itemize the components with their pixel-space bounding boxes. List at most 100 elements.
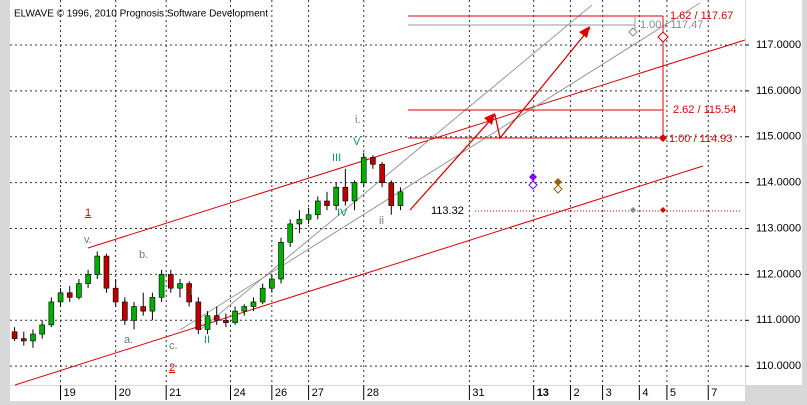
candle-body [305,214,312,220]
candle-body [259,287,266,303]
annotation: IV [337,207,348,219]
candle-body [131,306,137,321]
candle-body [296,219,303,225]
x-tick-label: 4 [642,387,648,399]
diamond [659,134,667,142]
candle-body [287,223,294,243]
x-tick-label: 2 [573,387,579,399]
candle-body [388,182,395,206]
annotation: b. [139,249,148,261]
candle-body [158,274,165,298]
x-tick-label: 7 [711,387,717,399]
x-tick-label: 3 [606,387,612,399]
candle-body [103,255,110,289]
candle-body [30,333,36,342]
annotation: ii [379,215,384,227]
annotation: v. [84,234,92,246]
x-tick-label: 21 [169,387,181,399]
candle-body [76,283,82,298]
channel-line [87,39,746,249]
diamond [528,180,538,190]
diamond [628,27,638,37]
candle-body [57,292,64,303]
x-axis-panel [10,386,745,401]
annotation: 1.00 / 117.47 [640,19,703,31]
candle-body [94,255,101,275]
candle-body [379,163,385,183]
annotation: 2.62 / 115.54 [673,104,736,116]
annotation: V [353,136,361,148]
annotation: II [204,334,210,346]
candle-body [20,338,27,342]
candle-body [112,287,119,303]
diamond [554,178,562,186]
x-tick-label: 26 [275,387,287,399]
arrow-head [579,26,590,38]
candle-body [48,301,55,326]
y-tick-label: 113.0000 [756,222,801,234]
trend-line [179,2,701,331]
candle-body [314,200,321,216]
diamond [553,184,563,194]
candle-body [351,182,358,202]
candle-body [324,200,330,206]
diamond [660,207,666,213]
candle-body [241,306,248,312]
candle-body [204,315,211,330]
x-tick-label: 19 [64,387,76,399]
annotation: 1.62 / 117.67 [670,10,733,22]
y-axis-panel [746,0,802,385]
x-tick-label: 24 [234,387,246,399]
diamond [529,173,537,181]
x-tick-label: 20 [119,387,131,399]
annotation: 1.00 / 114.93 [669,133,732,145]
annotation: c. [169,340,178,352]
plot-area [10,0,745,385]
annotation: 2 [169,362,175,374]
x-tick-label: 13 [537,387,549,399]
candle-body [186,283,192,303]
arrow-head [484,113,495,125]
diamond [630,207,636,213]
candle-body [342,186,349,202]
candle-body [39,324,45,335]
projection-arrow [409,27,591,211]
candle-body [397,191,404,206]
candle-body [11,331,18,339]
y-tick-label: 117.0000 [756,39,801,51]
y-tick-label: 112.0000 [756,268,801,280]
annotation: III [332,152,341,164]
candle-body [122,301,128,321]
diamond [657,31,669,43]
candle-body [140,306,147,312]
y-tick-label: 115.0000 [756,131,801,143]
channel-line [14,165,704,386]
candle-body [149,297,156,312]
candle-body [360,157,367,183]
x-tick-label: 31 [472,387,484,399]
annotation: 113.32 [431,205,464,217]
annotation: 1 [85,207,91,219]
x-tick-label: 5 [670,387,676,399]
candle-body [213,315,220,321]
candle-body [85,274,91,284]
candle-body [370,157,376,165]
candle-body [177,283,183,289]
candle-body [66,292,73,298]
candle-body [333,186,339,206]
chart-title: ELWAVE © 1996, 2010 Prognosis Software D… [14,9,268,20]
x-tick-label: 27 [312,387,324,399]
y-tick-label: 111.0000 [756,314,800,326]
annotation: I [190,286,193,298]
candle-body [232,310,238,323]
candle-body [223,319,229,323]
candle-body [195,301,202,330]
candle-body [167,274,174,289]
candle-body [269,278,275,289]
candle-body [250,301,257,307]
y-tick-label: 110.0000 [756,360,801,372]
wave-overlay [14,2,746,386]
x-tick-label: 28 [367,387,379,399]
annotation: a. [124,334,133,346]
